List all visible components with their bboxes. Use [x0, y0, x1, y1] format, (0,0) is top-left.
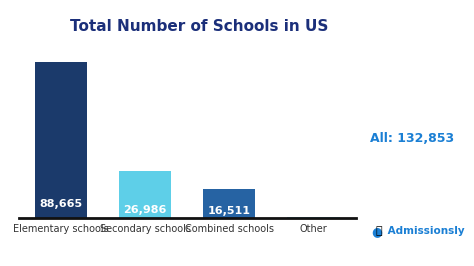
Text: Admissionsly: Admissionsly	[384, 226, 465, 236]
Text: 🎓: 🎓	[376, 226, 383, 236]
Bar	[35, 62, 87, 218]
Text: 88,665: 88,665	[39, 200, 82, 209]
Text: ●: ●	[372, 225, 382, 238]
Text: 16,511: 16,511	[208, 206, 251, 216]
Text: Total Number of Schools in US: Total Number of Schools in US	[70, 19, 328, 34]
Text: All: 132,853: All: 132,853	[370, 132, 455, 145]
Text: 691: 691	[301, 207, 325, 217]
Bar	[203, 189, 255, 218]
Bar	[287, 217, 339, 218]
Text: 26,986: 26,986	[123, 205, 167, 215]
Bar	[119, 171, 171, 218]
